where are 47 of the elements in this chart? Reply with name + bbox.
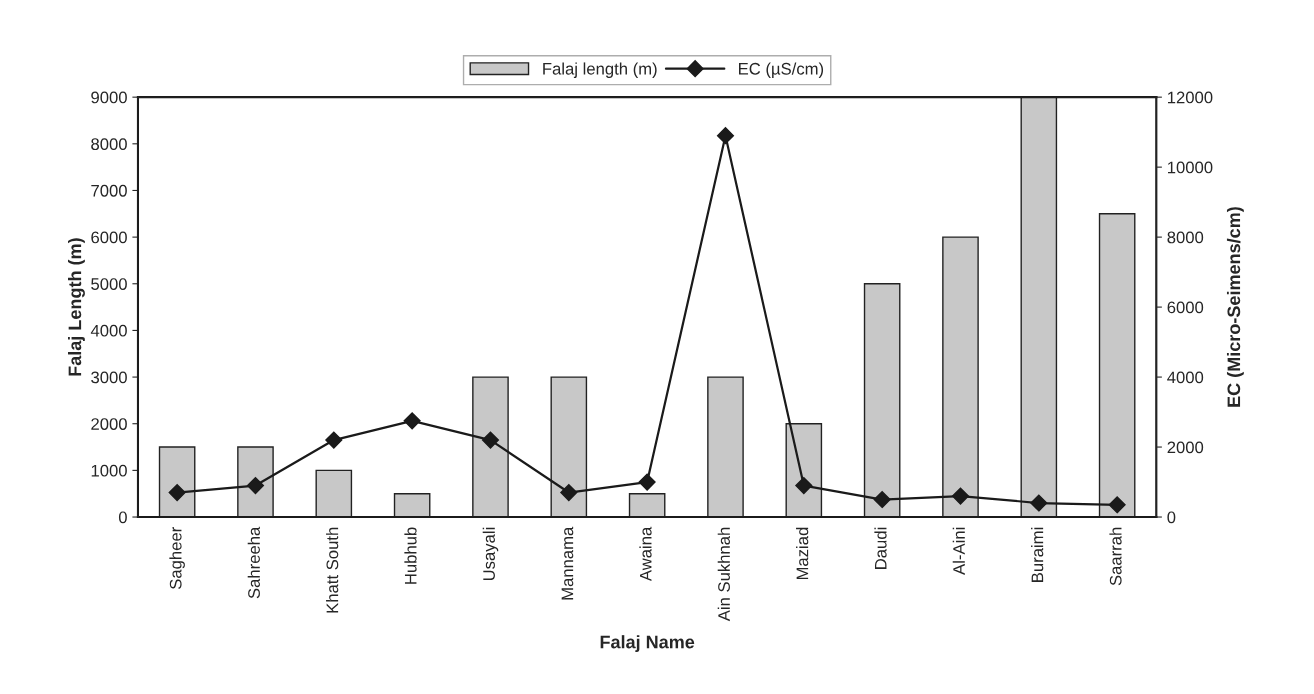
point xyxy=(560,483,578,502)
point xyxy=(481,431,500,449)
y2-tick-label: 12000 xyxy=(1168,91,1213,104)
y-tick-label: 3000 xyxy=(91,371,127,384)
y2-tick-label: 6000 xyxy=(1167,301,1204,314)
y2-tick-label: 0 xyxy=(1167,511,1176,524)
y2-tick-label: 2000 xyxy=(1167,441,1204,454)
x-tick-label: Sagheer xyxy=(169,527,185,589)
point xyxy=(325,431,343,449)
legend-label: Falaj length (m) xyxy=(543,62,657,78)
point xyxy=(795,476,813,495)
x-tick-label: Khatt South xyxy=(326,527,339,613)
y-tick-label: 7000 xyxy=(91,184,127,197)
x-tick-label: Daudi xyxy=(874,527,887,569)
x-tick-label: Mannama xyxy=(561,526,574,600)
y-tick-label: 0 xyxy=(118,511,127,524)
x-tick-label: Al-Aini xyxy=(952,527,965,575)
x-tick-label: Saarrah xyxy=(1109,527,1122,586)
point xyxy=(716,127,735,145)
y-tick-label: 9000 xyxy=(91,91,127,104)
point xyxy=(168,483,186,502)
x-tick-label: Hubhub xyxy=(404,527,417,584)
x-tick-label: Awaina xyxy=(639,526,652,582)
point xyxy=(1030,494,1048,512)
y-tick-label: 5000 xyxy=(91,278,127,290)
y2-axis-title: EC (Micro-Seimens/cm) xyxy=(1226,207,1244,407)
y-axis-title: Falaj Length (m) xyxy=(68,238,85,376)
y-tick-label: 4000 xyxy=(90,324,127,337)
y-tick-label: 1000 xyxy=(91,464,127,477)
point xyxy=(638,473,656,491)
x-tick-label: Buraimi xyxy=(1031,527,1044,582)
legend-label: EC (µS/cm) xyxy=(739,62,824,78)
x-axis-title: Falaj Name xyxy=(600,635,695,652)
x-tick-label: Maziad xyxy=(796,527,809,580)
x-tick-label: Sahreeha xyxy=(247,526,260,599)
x-tick-label: Ain Sukhnah xyxy=(717,527,730,622)
y2-tick-label: 10000 xyxy=(1168,161,1213,174)
point xyxy=(403,412,421,430)
x-tick-label: Usayali xyxy=(482,527,499,581)
point xyxy=(951,487,970,505)
y2-tick-label: 8000 xyxy=(1167,231,1204,244)
point xyxy=(873,490,891,509)
y-tick-label: 6000 xyxy=(91,231,127,244)
y-tick-label: 8000 xyxy=(91,138,127,151)
y2-tick-label: 4000 xyxy=(1167,371,1204,384)
y-tick-label: 2000 xyxy=(91,418,127,430)
point xyxy=(1108,496,1126,514)
